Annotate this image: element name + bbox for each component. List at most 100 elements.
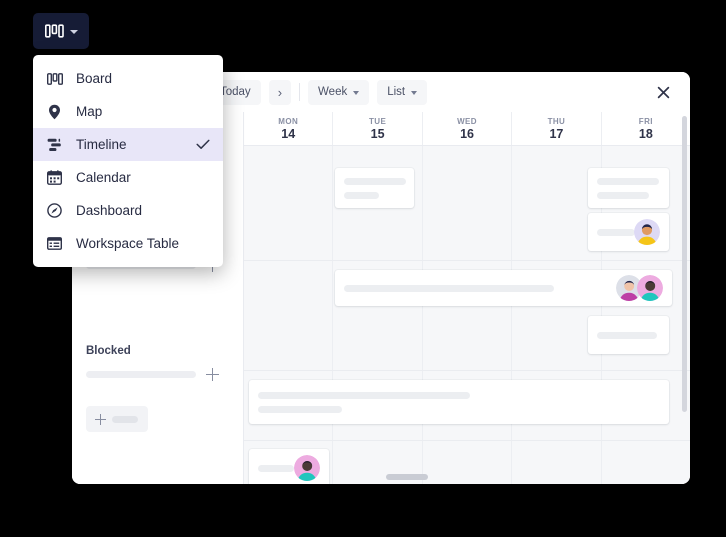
day-number: 14 — [281, 126, 296, 141]
day-column-header[interactable]: TUE 15 — [333, 112, 423, 145]
menu-item-label: Map — [76, 103, 103, 119]
timeline-canvas — [244, 146, 690, 484]
event-placeholder-lines — [258, 391, 660, 413]
event-placeholder-lines — [344, 177, 406, 199]
menu-item-label: Dashboard — [76, 202, 143, 218]
close-button[interactable] — [652, 81, 674, 103]
timeline-event-card[interactable] — [335, 270, 672, 306]
day-of-week: TUE — [369, 116, 387, 126]
day-of-week: WED — [457, 116, 477, 126]
day-column-header[interactable]: WED 16 — [423, 112, 513, 145]
timeline-event-card[interactable] — [335, 168, 414, 208]
avatar-yellow-icon — [634, 219, 660, 245]
app-window: Today › Week List — [72, 72, 690, 484]
group-title: Blocked — [86, 345, 131, 357]
day-column-header[interactable]: FRI 18 — [602, 112, 690, 145]
avatar[interactable] — [634, 219, 660, 245]
map-pin-icon — [46, 103, 63, 120]
assignee-avatars — [634, 219, 660, 245]
menu-item-calendar[interactable]: Calendar — [33, 161, 223, 194]
menu-item-label: Calendar — [76, 169, 131, 185]
placeholder-bar — [344, 177, 406, 185]
calendar-icon — [46, 169, 63, 186]
vertical-scrollbar[interactable] — [682, 116, 687, 412]
event-placeholder-lines — [344, 284, 610, 292]
timeline-event-card[interactable] — [588, 168, 669, 208]
day-column-header[interactable]: MON 14 — [244, 112, 334, 145]
app-body: Pending Blocked — [72, 112, 690, 484]
today-label: Today — [220, 86, 251, 98]
avatar-magenta-icon — [616, 275, 642, 301]
close-icon — [657, 86, 669, 98]
timeline-icon — [46, 136, 63, 153]
horizontal-scrollbar-track — [244, 473, 684, 481]
next-period-button[interactable]: › — [268, 79, 292, 105]
group-blocked: Blocked — [72, 345, 243, 381]
chevron-down-icon — [353, 90, 360, 95]
menu-item-map[interactable]: Map — [33, 95, 223, 128]
add-group-button[interactable] — [86, 406, 148, 432]
day-number: 17 — [549, 126, 564, 141]
day-number: 15 — [370, 126, 385, 141]
day-column-header[interactable]: THU 17 — [512, 112, 602, 145]
checkmark-icon — [196, 139, 210, 150]
placeholder-bar — [258, 464, 294, 472]
assignee-avatars — [616, 275, 663, 301]
placeholder-bar — [597, 177, 659, 185]
grid-column — [423, 146, 513, 484]
event-placeholder-lines — [597, 331, 660, 339]
day-of-week: MON — [278, 116, 299, 126]
avatar-teal-pink-icon — [294, 455, 320, 481]
event-placeholder-lines — [258, 464, 294, 472]
view-switcher-menu: Board Map Timeline — [33, 55, 223, 267]
placeholder-bar — [597, 228, 635, 236]
chevron-down-icon — [411, 90, 418, 95]
dashboard-gauge-icon — [46, 202, 63, 219]
day-number: 18 — [638, 126, 653, 141]
menu-item-timeline[interactable]: Timeline — [33, 128, 223, 161]
placeholder-bar — [344, 191, 379, 199]
avatar[interactable] — [616, 275, 642, 301]
timeline-event-card[interactable] — [249, 380, 669, 424]
day-of-week: THU — [547, 116, 566, 126]
event-placeholder-lines — [597, 177, 660, 199]
avatar[interactable] — [294, 455, 320, 481]
display-select[interactable]: List — [377, 79, 428, 105]
menu-item-board[interactable]: Board — [33, 62, 223, 95]
timeline-event-card[interactable] — [588, 213, 669, 251]
menu-item-label: Timeline — [76, 136, 127, 152]
menu-item-label: Board — [76, 70, 113, 86]
grid-row-divider — [244, 370, 690, 371]
menu-item-label: Workspace Table — [76, 235, 180, 251]
avatar[interactable] — [637, 275, 663, 301]
placeholder-bar — [86, 371, 196, 378]
board-icon — [46, 70, 63, 87]
placeholder-bar — [597, 191, 649, 199]
timeline-grid: MON 14 TUE 15 WED 16 THU 17 — [244, 112, 690, 484]
day-header-row: MON 14 TUE 15 WED 16 THU 17 — [244, 112, 690, 146]
table-icon — [46, 235, 63, 252]
range-select[interactable]: Week — [308, 79, 370, 105]
menu-item-dashboard[interactable]: Dashboard — [33, 194, 223, 227]
add-group-icon — [95, 413, 106, 425]
range-label: Week — [318, 86, 348, 98]
add-item-button[interactable] — [206, 368, 219, 381]
timeline-event-card[interactable] — [588, 316, 669, 354]
day-number: 16 — [460, 126, 474, 141]
grid-vertical-lines — [244, 146, 690, 484]
grid-column — [512, 146, 602, 484]
view-switcher-button[interactable] — [33, 13, 89, 49]
grid-column — [244, 146, 334, 484]
placeholder-bar — [112, 415, 138, 423]
avatar-teal-pink-icon — [637, 275, 663, 301]
board-icon — [44, 24, 64, 38]
horizontal-scrollbar[interactable] — [386, 474, 428, 480]
grid-row-divider — [244, 260, 690, 261]
day-of-week: FRI — [638, 116, 653, 126]
timeline-event-card[interactable] — [249, 449, 329, 484]
assignee-avatars — [294, 455, 320, 481]
toolbar-divider — [299, 83, 301, 101]
placeholder-bar — [344, 284, 554, 292]
placeholder-bar — [258, 405, 342, 413]
menu-item-workspace-table[interactable]: Workspace Table — [33, 227, 223, 260]
